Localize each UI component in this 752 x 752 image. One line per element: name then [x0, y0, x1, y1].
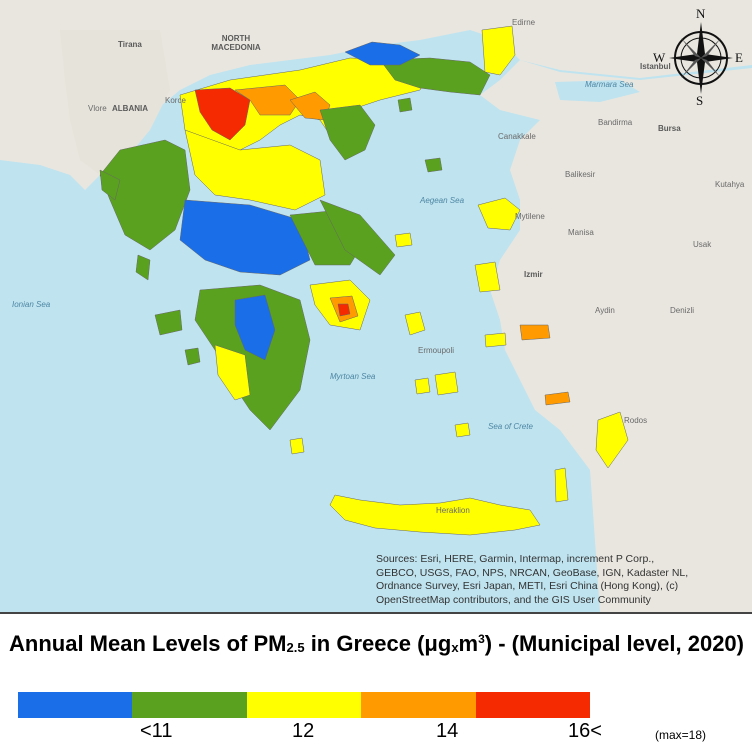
attribution-line: OpenStreetMap contributors, and the GIS … — [376, 593, 651, 606]
label-aegean-sea: Aegean Sea — [420, 196, 465, 205]
legend-bin-yellow — [246, 692, 362, 718]
region-kozani-orange — [234, 84, 301, 116]
island-samothrace — [424, 157, 443, 173]
attribution-line: GEBCO, USGS, FAO, NPS, NRCAN, GeoBase, I… — [376, 566, 689, 579]
label-heraklion: Heraklion — [436, 506, 470, 515]
title-unit-m: m — [458, 631, 479, 656]
region-west-macedonia-red — [194, 87, 251, 141]
compass-rose: N S E W — [653, 6, 743, 110]
albania-landmass — [60, 30, 170, 175]
island-lefkada — [135, 254, 151, 281]
label-albania: ALBANIA — [112, 104, 148, 113]
region-evros-yellow — [481, 25, 516, 76]
island-santorini — [454, 422, 471, 438]
label-sea-of-crete: Sea of Crete — [488, 422, 533, 431]
legend-bin-green — [132, 692, 247, 718]
label-marmara-sea: Marmara Sea — [585, 80, 634, 89]
label-aydin: Aydin — [595, 306, 615, 315]
label-bursa: Bursa — [658, 124, 681, 133]
island-ikaria — [484, 332, 507, 348]
label-korce: Korce — [165, 96, 186, 105]
label-north-macedonia: NORTH MACEDONIA — [211, 34, 261, 52]
island-crete — [329, 494, 541, 536]
compass-east: E — [735, 50, 743, 65]
map-title: Annual Mean Levels of PM2.5 in Greece (μ… — [9, 626, 749, 661]
island-karpathos — [554, 467, 569, 503]
map-canvas — [0, 0, 752, 612]
title-middle: in Greece (μg — [304, 631, 452, 656]
label-bandirma: Bandirma — [598, 118, 633, 127]
label-izmir: Izmir — [524, 270, 543, 279]
label-denizli: Denizli — [670, 306, 695, 315]
label-tirana: Tirana — [118, 40, 142, 49]
basemap: Tirana NORTH MACEDONIA ALBANIA Vlore Kor… — [0, 0, 752, 612]
island-andros — [404, 311, 426, 336]
region-drama-blue — [344, 41, 421, 66]
label-kutahya: Kutahya — [715, 180, 745, 189]
island-chios — [474, 261, 501, 293]
label-balikesir: Balikesir — [565, 170, 596, 179]
label-istanbul: Istanbul — [640, 62, 671, 71]
attribution-text: Sources: Esri, HERE, Garmin, Intermap, i… — [376, 553, 746, 607]
island-skyros — [394, 232, 413, 248]
title-suffix: ) - (Municipal level, 2020) — [484, 631, 744, 656]
island-kefalonia — [154, 309, 183, 336]
label-rodos: Rodos — [624, 416, 648, 425]
region-chalkidiki-green — [319, 104, 376, 161]
attribution-line: Sources: Esri, HERE, Garmin, Intermap, i… — [376, 553, 655, 565]
compass-south: S — [696, 93, 704, 108]
region-thessaly-yellow — [184, 129, 326, 211]
legend-tick-lt11: <11 — [140, 720, 173, 742]
title-times: x — [451, 640, 459, 655]
compass-west: W — [653, 50, 666, 65]
attribution-line: Ordnance Survey, Esri Japan, METI, Esri … — [376, 580, 679, 592]
compass-icon — [669, 22, 733, 94]
title-prefix: Annual Mean Levels of PM — [9, 631, 287, 656]
legend-bin-blue — [18, 692, 133, 718]
island-lesvos — [477, 197, 521, 231]
legend-color-bar — [18, 692, 591, 718]
region-arcadia-blue — [234, 294, 276, 361]
label-edirne: Edirne — [512, 18, 536, 27]
legend-panel: Annual Mean Levels of PM2.5 in Greece (μ… — [0, 612, 752, 752]
island-thasos — [397, 97, 413, 113]
region-messinia-yellow — [214, 344, 251, 401]
island-corfu — [99, 169, 121, 201]
balkan-landmass — [0, 0, 752, 190]
label-myrtoan-sea: Myrtoan Sea — [330, 372, 376, 381]
region-peloponnese-green — [194, 284, 311, 431]
marmara-sea-water — [555, 80, 640, 102]
title-unit-exponent: 3 — [478, 632, 485, 646]
label-ionian-sea: Ionian Sea — [12, 300, 51, 309]
compass-north: N — [696, 6, 706, 21]
island-kythira — [289, 437, 305, 455]
island-kos — [544, 391, 571, 406]
label-vlore: Vlore — [88, 104, 107, 113]
legend-bin-orange — [361, 692, 476, 718]
island-samos — [519, 324, 551, 341]
legend-tick-14: 14 — [436, 720, 459, 742]
island-paros — [414, 377, 431, 395]
island-rhodes — [595, 411, 629, 469]
legend-tick-12: 12 — [292, 720, 315, 742]
region-athens-center-red — [337, 303, 351, 317]
island-zakynthos — [184, 347, 201, 366]
label-manisa: Manisa — [568, 228, 594, 237]
island-naxos — [434, 371, 459, 396]
legend-max-note: (max=18) — [655, 728, 707, 742]
label-ermoupoli: Ermoupoli — [418, 346, 455, 355]
legend-tick-16: 16< — [568, 720, 602, 742]
turkey-landmass — [480, 60, 752, 612]
label-canakkale: Canakkale — [498, 132, 536, 141]
region-euboea-green — [319, 199, 396, 276]
region-central-greece-blue — [179, 199, 311, 276]
title-pm-subscript: 2.5 — [286, 640, 305, 655]
legend-bin-red — [475, 692, 591, 718]
region-thrace-green — [379, 57, 491, 96]
label-mytilene: Mytilene — [515, 212, 545, 221]
label-usak: Usak — [693, 240, 712, 249]
